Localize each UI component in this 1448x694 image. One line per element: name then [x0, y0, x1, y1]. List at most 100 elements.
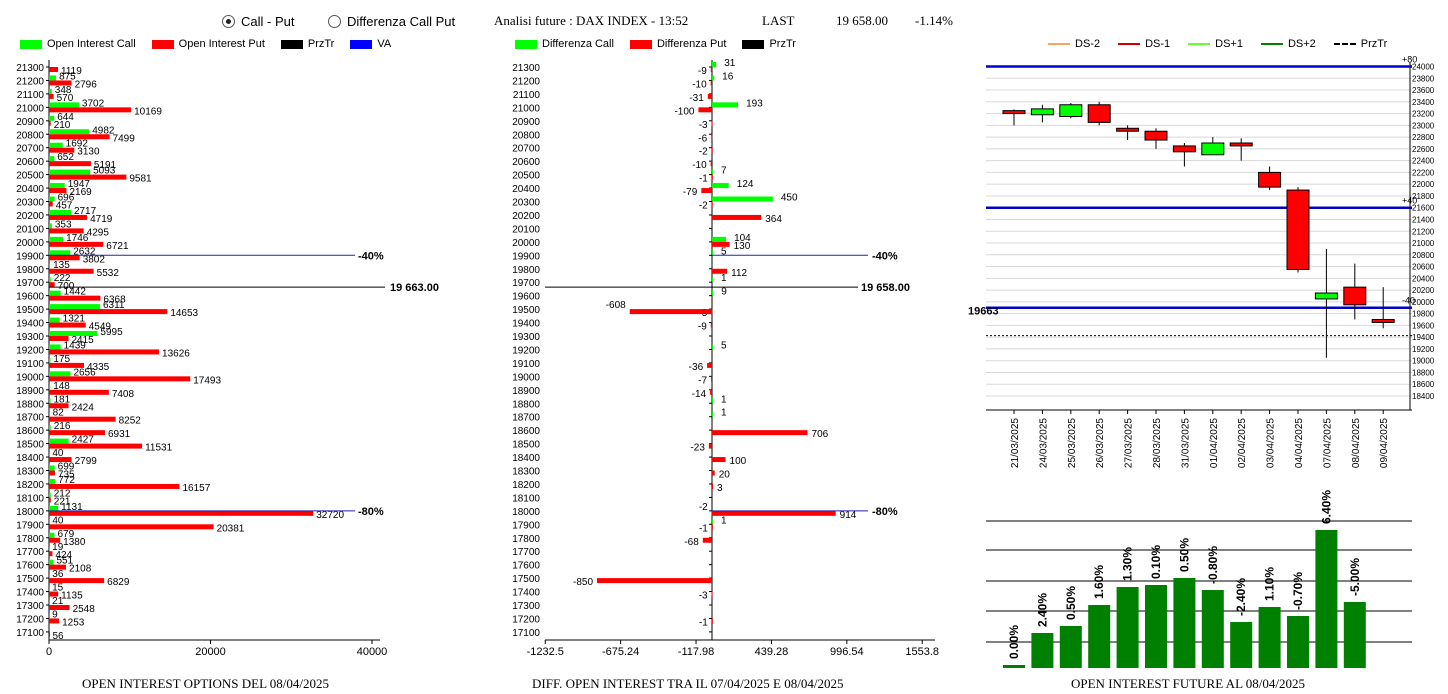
- y-tick-label: 17600: [16, 561, 44, 572]
- x-tick-label: 27/03/2025: [1124, 418, 1135, 468]
- call-bar: [49, 277, 51, 283]
- y-tick-label: 17800: [512, 534, 540, 545]
- put-bar: [49, 537, 61, 543]
- call-bar: [49, 492, 51, 498]
- call-value-label: 2427: [72, 435, 95, 446]
- legend-swatch: [20, 39, 42, 49]
- x-tick-label: -675.24: [602, 646, 639, 658]
- call-bar: [49, 102, 79, 108]
- y-tick-label: 18000: [16, 507, 44, 518]
- put-value-label: 5532: [97, 268, 120, 279]
- call-value-label: 2632: [73, 246, 96, 257]
- call-bar: [49, 344, 61, 350]
- put-value-label: 16157: [182, 483, 210, 494]
- call-value-label: 2656: [73, 367, 96, 378]
- legend-line: [1260, 43, 1283, 45]
- call-bar: [49, 559, 54, 565]
- y-tick-label: 17500: [16, 574, 44, 585]
- oi-bar-label: 1.30%: [1121, 547, 1135, 581]
- y-tick-label: 19900: [16, 251, 44, 262]
- diff-put-label: -2: [699, 201, 708, 212]
- call-bar: [49, 331, 98, 336]
- call-value-label: 353: [55, 219, 72, 230]
- y-tick-label: 17700: [512, 547, 540, 558]
- call-value-label: 212: [54, 488, 71, 499]
- diff-put-bar: [710, 80, 712, 86]
- y-tick-label: 19700: [16, 278, 44, 289]
- oi-bar-label: -0.70%: [1291, 572, 1305, 610]
- y-tick-label: 17900: [16, 520, 44, 531]
- put-value-label: 1119: [61, 66, 82, 77]
- y-tick-label: 19700: [512, 278, 540, 289]
- y-tick-label: 23200: [1412, 110, 1435, 119]
- oi-bar: [1230, 622, 1253, 668]
- call-value-label: 15: [52, 583, 64, 594]
- candle-body: [1002, 110, 1026, 115]
- diff-put-label: -3: [699, 591, 708, 602]
- diff-call-bar: [712, 62, 717, 67]
- candle-body: [1172, 145, 1196, 153]
- call-bar: [49, 250, 71, 256]
- call-value-label: 3702: [82, 98, 105, 109]
- put-bar: [49, 336, 69, 341]
- y-tick-label: 21100: [17, 90, 45, 101]
- prztr-label: 19 658.00: [861, 282, 910, 294]
- oi-bar-label: 0.50%: [1064, 586, 1078, 620]
- put-bar: [49, 578, 105, 584]
- put-value-label: 6368: [103, 295, 126, 306]
- put-bar: [49, 322, 86, 328]
- put-value-label: 7499: [113, 133, 136, 144]
- diff-put-bar: [698, 107, 712, 113]
- diff-call-label: -608: [606, 300, 626, 311]
- put-value-label: 2169: [70, 187, 93, 198]
- x-tick-label: 21/03/2025: [1010, 418, 1021, 468]
- y-tick-label: 18300: [512, 467, 540, 478]
- put-bar: [49, 255, 80, 261]
- call-value-label: 148: [53, 381, 70, 392]
- diff-put-label: -850: [573, 577, 593, 588]
- call-bar: [49, 88, 52, 94]
- diff-put-bar: [711, 201, 713, 207]
- call-value-label: 222: [54, 273, 71, 284]
- y-tick-label: 18400: [1412, 392, 1435, 401]
- call-bar: [49, 129, 90, 135]
- diff-put-bar: [712, 268, 728, 274]
- call-bar: [49, 613, 50, 619]
- legend-line: [1188, 43, 1211, 45]
- y-tick-label: 18500: [512, 440, 540, 451]
- x-tick-label: 26/03/2025: [1095, 418, 1106, 468]
- legend-label: PrzTr: [769, 38, 796, 50]
- x-tick-label: 09/04/2025: [1379, 418, 1390, 468]
- call-value-label: 644: [57, 112, 74, 123]
- y-tick-label: 17900: [512, 520, 540, 531]
- legend-swatch: [151, 39, 174, 49]
- put-value-label: 8252: [119, 416, 142, 427]
- put-value-label: 2108: [69, 564, 92, 575]
- x-tick-label: 1553.8: [905, 646, 939, 658]
- call-value-label: 6311: [103, 300, 125, 311]
- y-tick-label: 17300: [512, 601, 540, 612]
- y-tick-label: 19100: [16, 359, 44, 370]
- call-bar: [49, 371, 71, 377]
- call-value-label: 216: [54, 421, 71, 432]
- call-value-label: 2717: [74, 206, 97, 217]
- last-value: 19 658.00: [836, 13, 888, 28]
- call-value-label: 551: [56, 556, 73, 567]
- radio-call-put[interactable]: Call - Put: [222, 14, 294, 29]
- y-tick-label: 19200: [512, 345, 540, 356]
- call-bar: [49, 384, 51, 390]
- y-tick-label: 19600: [512, 292, 540, 303]
- diff-put-bar: [712, 510, 836, 516]
- diff-put-label: 706: [812, 429, 829, 440]
- prztr-label: 19663: [968, 306, 999, 318]
- diff-put-bar: [711, 376, 713, 382]
- caption-open-interest: OPEN INTEREST OPTIONS DEL 08/04/2025: [82, 676, 329, 691]
- diff-put-bar: [708, 443, 712, 449]
- diff-call-label: 1: [721, 394, 727, 405]
- x-tick-label: 07/04/2025: [1322, 418, 1333, 468]
- radio-differenza[interactable]: Differenza Call Put: [328, 14, 455, 29]
- diff-put-label: -3: [699, 120, 708, 131]
- y-tick-label: 20000: [512, 238, 540, 249]
- call-value-label: 1131: [61, 502, 83, 513]
- x-tick-label: 31/03/2025: [1180, 418, 1191, 468]
